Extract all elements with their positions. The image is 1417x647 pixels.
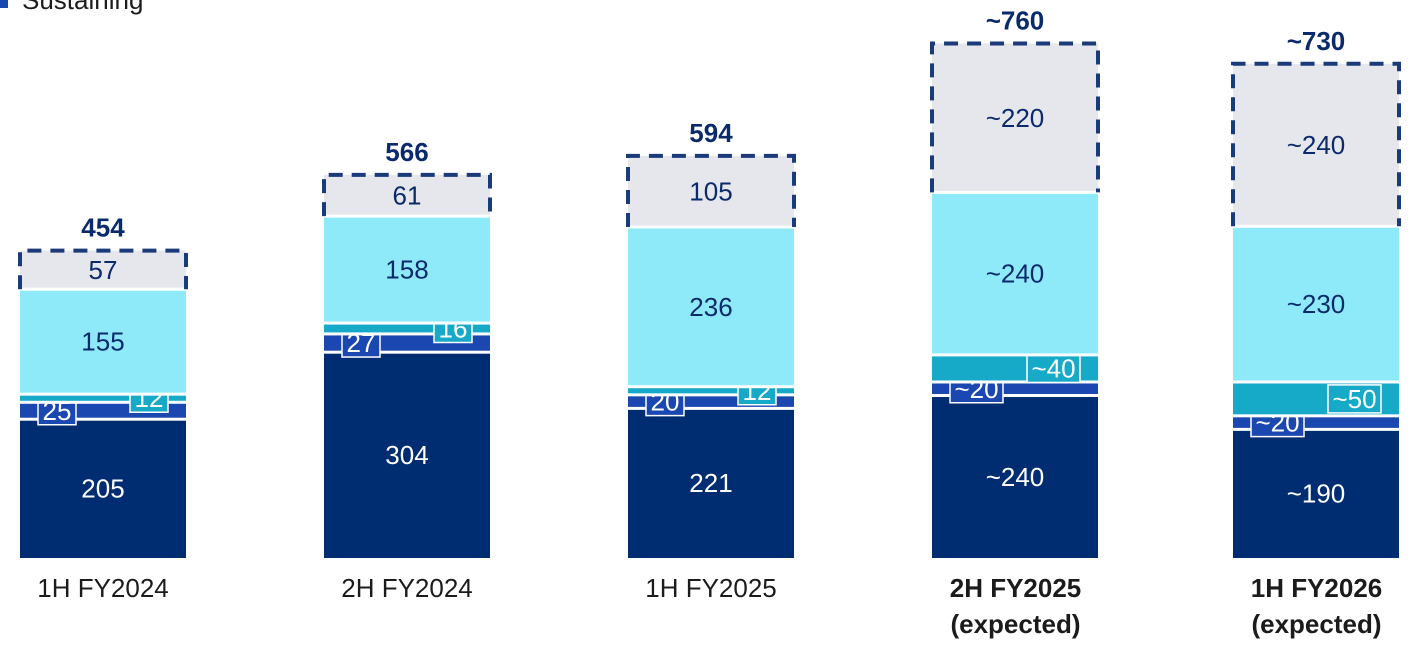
total-label: 566 (385, 137, 428, 167)
total-label: ~730 (1287, 26, 1346, 56)
segment-gap (628, 385, 794, 389)
segment-label: ~190 (1287, 479, 1346, 509)
segment-gap (324, 214, 490, 218)
segment-label: ~240 (1287, 130, 1346, 160)
segment-gap (932, 353, 1098, 357)
bar-segment (628, 155, 794, 227)
bar-segment (20, 419, 186, 558)
segment-label: 155 (81, 327, 124, 357)
bar-segment (628, 226, 794, 387)
segment-label: 105 (689, 176, 732, 206)
segment-label: ~240 (986, 259, 1045, 289)
segment-label: ~230 (1287, 289, 1346, 319)
total-label: ~760 (986, 5, 1045, 35)
segment-gap (1233, 414, 1399, 418)
segment-label: 158 (385, 255, 428, 285)
segment-label: 61 (393, 180, 422, 210)
legend-swatch (0, 0, 8, 8)
dashed-outline (626, 153, 796, 227)
bar-segment (628, 386, 794, 395)
segment-label: 304 (385, 440, 428, 470)
segment-gap (324, 332, 490, 336)
segment-gap (628, 406, 794, 410)
segment-gap (628, 225, 794, 229)
category-label: 2H FY2025 (expected) (949, 573, 1082, 639)
segment-gap (1233, 427, 1399, 431)
category-label: 1H FY2026 (expected) (1250, 573, 1383, 639)
segment-label: ~240 (986, 462, 1045, 492)
segment-gap (1233, 380, 1399, 384)
segment-label: ~50 (1332, 384, 1376, 414)
label-box (1327, 384, 1382, 414)
dashed-outline (930, 41, 1100, 193)
segment-gap (628, 393, 794, 397)
segment-gap (324, 321, 490, 325)
bar-segment (20, 250, 186, 290)
segment-gap (1233, 224, 1399, 228)
dashed-outline (18, 248, 188, 290)
category-label: 1H FY2024 (37, 573, 169, 603)
category-label: 2H FY2024 (341, 573, 473, 603)
bar-segment (324, 216, 490, 324)
bar-segment (1233, 63, 1399, 227)
bar-segment (932, 395, 1098, 558)
segment-label: 236 (689, 292, 732, 322)
segment-gap (324, 350, 490, 354)
segment-label: ~220 (986, 103, 1045, 133)
bar-segment (324, 174, 490, 217)
bar-segment (20, 289, 186, 395)
bar-segment (1233, 429, 1399, 558)
bar-segment (932, 43, 1098, 193)
segment-gap (20, 417, 186, 421)
segment-label: 57 (89, 255, 118, 285)
bar-segment (324, 323, 490, 334)
legend-label: Sustaining (22, 0, 143, 15)
segment-label: ~40 (1031, 353, 1075, 383)
dashed-outline (1231, 61, 1401, 227)
segment-label: 221 (689, 468, 732, 498)
bar-segment (1233, 226, 1399, 382)
dashed-outline (322, 172, 492, 217)
segment-gap (932, 380, 1098, 384)
segment-gap (932, 190, 1098, 194)
total-label: 454 (81, 213, 125, 243)
label-box (1026, 353, 1081, 384)
segment-gap (20, 287, 186, 291)
category-label: 1H FY2025 (645, 573, 777, 603)
bar-segment (20, 394, 186, 403)
bar-segment (628, 408, 794, 558)
total-label: 594 (689, 118, 733, 148)
segment-gap (20, 400, 186, 404)
segment-gap (932, 394, 1098, 398)
bar-segment (324, 352, 490, 558)
segment-label: 205 (81, 474, 124, 504)
segment-gap (20, 392, 186, 396)
bar-segment (932, 192, 1098, 355)
